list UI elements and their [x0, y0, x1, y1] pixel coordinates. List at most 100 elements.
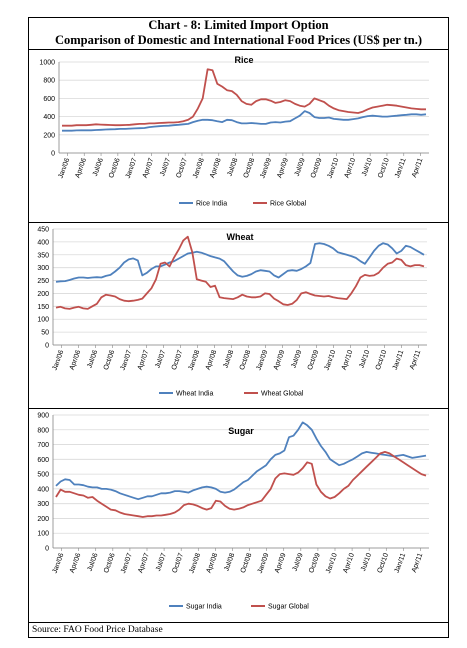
x-tick-label: Jan/07 — [125, 157, 139, 179]
sugar-global-line — [55, 451, 427, 518]
x-tick-label: Jul/09 — [292, 552, 305, 572]
x-tick-label: Jan/10 — [325, 552, 339, 574]
x-tick-label: Oct/10 — [377, 157, 391, 179]
x-tick-label: Jan/08 — [188, 552, 202, 574]
x-tick-label: Jan/08 — [192, 157, 206, 179]
sugar-india-line — [55, 421, 427, 501]
rice-india-line — [62, 110, 427, 132]
x-tick-label: Oct/06 — [108, 157, 122, 179]
legend-label: Rice Global — [270, 201, 307, 208]
chart-frame — [28, 17, 449, 638]
x-tick-label: Jul/10 — [358, 349, 371, 369]
wheat-global-line — [55, 235, 425, 310]
x-tick-label: Oct/08 — [239, 349, 253, 371]
x-tick-label: Apr/07 — [137, 552, 151, 574]
legend-label: Wheat India — [176, 391, 213, 398]
x-tick-label: Apr/10 — [341, 349, 355, 371]
source-divider — [28, 622, 449, 623]
x-tick-label: Jul/09 — [290, 349, 303, 369]
x-tick-label: Jan/07 — [120, 349, 134, 371]
chart-title: Sugar — [228, 426, 254, 436]
x-tick-label: Oct/08 — [240, 552, 254, 574]
x-tick-label: Jul/10 — [361, 157, 374, 177]
x-tick-label: Oct/09 — [308, 552, 322, 574]
wheat-india-line — [55, 242, 425, 283]
y-tick-label: 600 — [43, 96, 55, 103]
x-tick-label: Apr/09 — [276, 157, 290, 179]
y-tick-label: 0 — [51, 151, 55, 158]
x-tick-label: Apr/07 — [137, 349, 151, 371]
x-tick-label: Oct/07 — [171, 349, 185, 371]
x-tick-label: Jan/09 — [257, 552, 271, 574]
x-tick-label: Jul/07 — [159, 157, 172, 177]
x-tick-label: Jan/11 — [392, 349, 406, 371]
chart-title: Wheat — [227, 232, 254, 242]
x-tick-label: Jul/06 — [92, 157, 105, 177]
y-tick-label: 200 — [37, 516, 49, 523]
x-tick-label: Jan/07 — [120, 552, 134, 574]
x-tick-label: Jul/08 — [223, 552, 236, 572]
y-tick-label: 400 — [43, 114, 55, 121]
x-tick-label: Jul/10 — [360, 552, 373, 572]
wheat-chart-panel: 0 50 100 150 200 250 300 350 400 450 Jan/06 Apr/06 J… — [29, 222, 448, 408]
x-tick-label: Apr/08 — [205, 349, 219, 371]
x-tick-label: Apr/08 — [209, 157, 223, 179]
x-tick-label: Apr/06 — [69, 552, 83, 574]
x-tick-label: Jul/08 — [222, 349, 235, 369]
x-tick-label: Jan/09 — [259, 157, 273, 179]
x-tick-label: Apr/10 — [342, 552, 356, 574]
y-tick-label: 300 — [37, 265, 49, 272]
chart-title: Rice — [234, 55, 253, 65]
x-tick-label: Apr/11 — [411, 157, 424, 178]
y-tick-label: 350 — [37, 252, 49, 259]
page-title: Chart - 8: Limited Import Option Compari… — [28, 18, 449, 48]
x-tick-label: Oct/06 — [103, 349, 117, 371]
y-tick-label: 500 — [37, 472, 49, 479]
y-tick-label: 200 — [43, 132, 55, 139]
y-tick-label: 1000 — [39, 60, 55, 67]
x-tick-label: Oct/07 — [171, 552, 185, 574]
x-tick-label: Oct/08 — [243, 157, 257, 179]
x-tick-label: Apr/10 — [344, 157, 358, 179]
y-tick-label: 200 — [37, 291, 49, 298]
y-tick-label: 50 — [41, 330, 49, 337]
source-note: Source: FAO Food Price Database — [32, 625, 163, 635]
rice-chart-panel: 0 200 400 600 800 1000 Jan/06 Apr/06 Jul/06 Oct/0… — [29, 49, 448, 222]
y-tick-label: 100 — [37, 317, 49, 324]
x-tick-label: Jan/09 — [256, 349, 270, 371]
x-tick-label: Jan/10 — [324, 349, 338, 371]
x-tick-label: Apr/06 — [74, 157, 88, 179]
y-tick-label: 400 — [37, 239, 49, 246]
sugar-chart-panel: 0 100 200 300 400 500 600 700 800 900 Jan/06 Apr/06… — [29, 408, 448, 622]
y-tick-label: 250 — [37, 278, 49, 285]
x-tick-label: Oct/10 — [377, 552, 391, 574]
y-tick-label: 800 — [43, 78, 55, 85]
y-tick-label: 150 — [37, 304, 49, 311]
y-tick-label: 400 — [37, 486, 49, 493]
x-tick-label: Apr/11 — [411, 552, 424, 573]
y-tick-label: 100 — [37, 531, 49, 538]
x-tick-label: Jul/09 — [294, 157, 307, 177]
x-tick-label: Oct/10 — [375, 349, 389, 371]
y-tick-label: 900 — [37, 413, 49, 420]
legend-label: Wheat Global — [261, 391, 304, 398]
x-tick-label: Apr/11 — [409, 349, 422, 370]
y-tick-label: 450 — [37, 227, 49, 234]
y-tick-label: 800 — [37, 427, 49, 434]
x-tick-label: Apr/08 — [206, 552, 220, 574]
x-tick-label: Jan/08 — [188, 349, 202, 371]
legend-label: Sugar India — [186, 604, 222, 611]
x-tick-label: Apr/07 — [142, 157, 156, 179]
x-tick-label: Oct/09 — [310, 157, 324, 179]
legend-label: Sugar Global — [268, 604, 309, 611]
rice-global-line — [62, 68, 426, 127]
x-tick-label: Apr/09 — [273, 349, 287, 371]
title-line-1: Chart - 8: Limited Import Option — [148, 18, 329, 32]
y-tick-label: 600 — [37, 457, 49, 464]
x-tick-label: Jan/06 — [52, 552, 66, 574]
x-tick-label: Jan/10 — [327, 157, 341, 179]
x-tick-label: Jan/11 — [394, 157, 408, 179]
y-tick-label: 700 — [37, 442, 49, 449]
